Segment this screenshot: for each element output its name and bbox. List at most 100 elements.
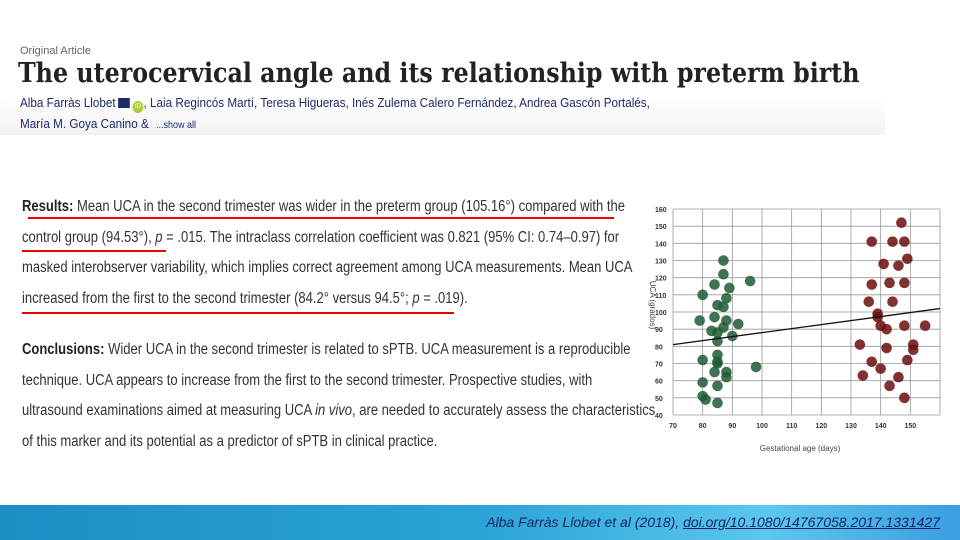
data-point-second-trimester-late bbox=[866, 236, 878, 247]
data-point-second-trimester-late bbox=[899, 392, 910, 404]
text: Mean UCA in the second trimester was wid… bbox=[73, 198, 625, 215]
data-point-second-trimester-late bbox=[854, 339, 866, 350]
data-point-second-trimester-late bbox=[908, 344, 919, 356]
text: , are needed to accurately assess the ch… bbox=[352, 402, 656, 419]
text: = .019). bbox=[419, 290, 468, 307]
conclusions-line-2: technique. UCA appears to increase from … bbox=[22, 372, 593, 389]
data-point-second-trimester-early bbox=[718, 268, 729, 280]
authors-line-1: Alba Farràs Llobet iD, Laia Regincós Mart… bbox=[20, 95, 650, 113]
data-point-second-trimester-late bbox=[863, 296, 875, 307]
data-point-second-trimester-late bbox=[899, 277, 910, 289]
data-point-second-trimester-early bbox=[697, 377, 708, 388]
data-point-second-trimester-early bbox=[750, 361, 762, 373]
data-point-second-trimester-late bbox=[893, 371, 904, 383]
y-tick-label: 70 bbox=[655, 362, 663, 369]
text: p bbox=[412, 290, 420, 307]
article-title: The uterocervical angle and its relation… bbox=[18, 58, 860, 89]
data-point-second-trimester-late bbox=[857, 370, 869, 381]
y-tick-label: 90 bbox=[655, 327, 663, 334]
y-tick-label: 60 bbox=[655, 379, 663, 386]
data-point-second-trimester-late bbox=[866, 356, 878, 368]
trendline bbox=[672, 307, 941, 346]
data-point-second-trimester-early bbox=[732, 318, 744, 330]
text: in vivo bbox=[315, 402, 353, 419]
y-tick-label: 110 bbox=[655, 293, 666, 300]
text: p bbox=[155, 229, 163, 246]
conclusions-line-1: Conclusions: Wider UCA in the second tri… bbox=[22, 341, 631, 359]
data-point-second-trimester-early bbox=[744, 275, 756, 287]
results-line-3: masked interobserver variability, which … bbox=[22, 259, 633, 276]
author-links[interactable]: , Laia Regincós Martí, Teresa Higueras, … bbox=[143, 95, 650, 110]
article-header bbox=[0, 40, 885, 135]
text: = .015. The intraclass correlation coeff… bbox=[162, 229, 620, 246]
x-tick-label: 70 bbox=[669, 423, 677, 430]
y-tick-label: 150 bbox=[655, 224, 667, 231]
data-point-second-trimester-early bbox=[694, 315, 705, 326]
y-axis-label: UCA (grados) bbox=[648, 281, 657, 330]
data-point-second-trimester-late bbox=[887, 296, 898, 307]
citation-text: Alba Farràs Llobet et al (2018), bbox=[486, 514, 684, 530]
conclusions-label: Conclusions: bbox=[22, 341, 105, 358]
data-point-second-trimester-early bbox=[712, 397, 723, 409]
red-underline bbox=[28, 217, 614, 219]
data-point-second-trimester-early bbox=[700, 394, 711, 405]
author-link[interactable]: María M. Goya Canino & bbox=[20, 116, 149, 131]
data-point-second-trimester-early bbox=[712, 380, 723, 392]
footer-bar bbox=[0, 505, 960, 540]
y-tick-label: 100 bbox=[655, 310, 667, 317]
citation: Alba Farràs Llobet et al (2018), doi.org… bbox=[486, 514, 940, 530]
text: ultrasound examinations aimed at measuri… bbox=[22, 402, 316, 419]
x-tick-label: 80 bbox=[699, 423, 707, 430]
y-tick-label: 80 bbox=[655, 344, 663, 351]
x-tick-label: 110 bbox=[786, 423, 797, 430]
scatter-chart: 40 50 60 70 80 90 100 110 120 130 140 150 160 70 80 90 1… bbox=[648, 207, 941, 453]
data-point-second-trimester-early bbox=[721, 292, 732, 304]
data-point-second-trimester-late bbox=[902, 253, 913, 265]
y-tick-label: 40 bbox=[655, 413, 663, 420]
y-tick-label: 50 bbox=[655, 396, 663, 403]
x-axis-label: Gestational age (days) bbox=[760, 444, 841, 453]
data-point-second-trimester-late bbox=[881, 323, 892, 335]
x-tick-label: 120 bbox=[815, 423, 827, 430]
data-point-second-trimester-early bbox=[712, 327, 723, 338]
results-line-2: control group (94.53°), p = .015. The in… bbox=[22, 229, 619, 247]
red-underline bbox=[22, 250, 166, 252]
conclusions-line-4: of this marker and its potential as a pr… bbox=[22, 433, 438, 450]
x-tick-label: 90 bbox=[728, 423, 736, 430]
data-point-second-trimester-late bbox=[884, 380, 895, 392]
data-point-second-trimester-late bbox=[887, 236, 898, 247]
y-tick-label: 160 bbox=[655, 207, 667, 214]
text: control group (94.53°), bbox=[22, 229, 156, 246]
data-point-second-trimester-late bbox=[884, 277, 895, 289]
y-tick-label: 130 bbox=[655, 259, 667, 266]
red-underline bbox=[22, 312, 454, 314]
doi-link[interactable]: doi.org/10.1080/14767058.2017.1331427 bbox=[683, 514, 940, 530]
data-point-second-trimester-late bbox=[866, 279, 878, 290]
data-point-second-trimester-early bbox=[697, 354, 708, 366]
data-point-second-trimester-early bbox=[724, 282, 735, 294]
data-point-second-trimester-early bbox=[721, 371, 732, 383]
x-tick-label: 140 bbox=[875, 423, 887, 430]
data-point-second-trimester-early bbox=[718, 255, 729, 266]
y-tick-label: 120 bbox=[655, 276, 667, 283]
x-tick-label: 130 bbox=[845, 423, 857, 430]
orcid-icon[interactable]: iD bbox=[132, 101, 144, 113]
data-point-second-trimester-late bbox=[878, 258, 889, 270]
authors-line-2: María M. Goya Canino & ...show all bbox=[20, 116, 196, 131]
data-point-second-trimester-early bbox=[709, 311, 720, 323]
points bbox=[694, 217, 931, 409]
author-link[interactable]: Alba Farràs Llobet bbox=[20, 95, 116, 110]
text: increased from the first to the second t… bbox=[22, 290, 413, 307]
data-point-second-trimester-late bbox=[893, 260, 904, 271]
data-point-second-trimester-early bbox=[697, 289, 708, 301]
data-point-second-trimester-late bbox=[896, 217, 907, 229]
text: Wider UCA in the second trimester is rel… bbox=[104, 341, 631, 358]
data-point-second-trimester-late bbox=[902, 354, 913, 366]
email-icon[interactable] bbox=[118, 98, 131, 108]
data-point-second-trimester-early bbox=[709, 279, 720, 290]
data-point-second-trimester-late bbox=[899, 320, 910, 332]
x-tick-label: 150 bbox=[904, 423, 916, 430]
results-line-1: Results: Mean UCA in the second trimeste… bbox=[22, 198, 625, 216]
data-point-second-trimester-late bbox=[875, 363, 886, 374]
show-all-link[interactable]: ...show all bbox=[155, 120, 196, 131]
